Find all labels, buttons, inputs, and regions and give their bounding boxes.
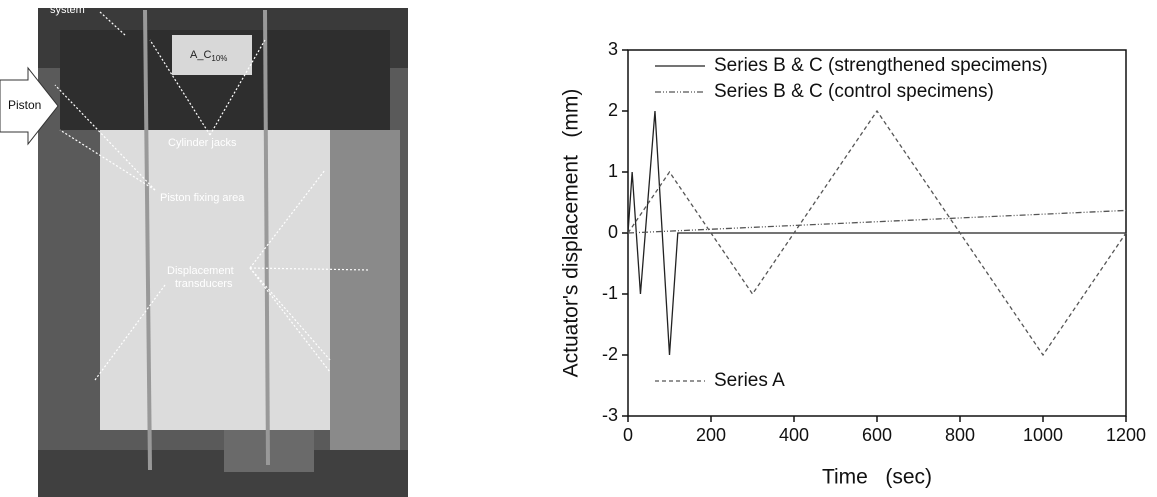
x-tick-label: 200 bbox=[696, 425, 726, 445]
y-tick-label: 1 bbox=[608, 161, 618, 181]
specimen-tag bbox=[172, 35, 252, 75]
y-tick-label: -3 bbox=[602, 405, 618, 425]
legend-label: Series A bbox=[714, 370, 785, 391]
x-tick-label: 800 bbox=[945, 425, 975, 445]
pointer-lines bbox=[54, 11, 371, 381]
y-tick-label: 2 bbox=[608, 100, 618, 120]
x-axis-title: Time (sec) bbox=[822, 466, 932, 489]
legend-label: Series B & C (strengthened specimens) bbox=[714, 55, 1048, 76]
photo-label: A_C bbox=[190, 49, 211, 61]
y-axis-title: Actuator's displacement (mm) bbox=[560, 89, 583, 378]
x-tick-label: 400 bbox=[779, 425, 809, 445]
rod bbox=[263, 9, 270, 466]
y-tick-label: 0 bbox=[608, 222, 618, 242]
photo-label: 10% bbox=[211, 54, 227, 63]
data-line bbox=[627, 209, 1127, 234]
photo-label: system bbox=[50, 4, 85, 16]
x-tick-label: 1200 bbox=[1106, 425, 1146, 445]
side-frame bbox=[330, 130, 400, 460]
y-tick-label: 3 bbox=[608, 39, 618, 59]
rod bbox=[143, 9, 152, 471]
photo-label: transducers bbox=[175, 278, 233, 290]
x-tick-label: 0 bbox=[623, 425, 633, 445]
data-line bbox=[627, 110, 1126, 356]
y-tick-label: -1 bbox=[602, 283, 618, 303]
x-tick-label: 600 bbox=[862, 425, 892, 445]
x-tick-label: 1000 bbox=[1023, 425, 1063, 445]
y-tick-label: -2 bbox=[602, 344, 618, 364]
photo: system A_C10% Piston Cylinder jacks Pist… bbox=[0, 4, 408, 497]
photo-label: Piston bbox=[8, 98, 41, 112]
photo-label: Cylinder jacks bbox=[168, 137, 237, 149]
specimen-wall bbox=[100, 130, 330, 430]
photo-label: A_C10% bbox=[190, 49, 227, 63]
legend-label: Series B & C (control specimens) bbox=[714, 81, 994, 102]
piston-arrow bbox=[0, 66, 59, 146]
base bbox=[38, 450, 408, 497]
photo-label: Piston fixing area bbox=[160, 192, 245, 204]
photo-label: Displacement bbox=[167, 265, 234, 277]
data-line bbox=[627, 109, 1127, 357]
